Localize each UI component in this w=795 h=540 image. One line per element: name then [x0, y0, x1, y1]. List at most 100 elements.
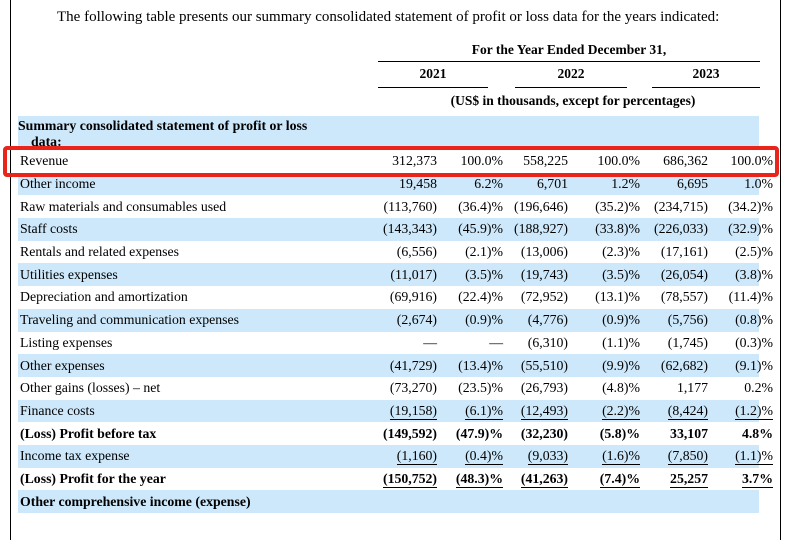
value-text: (41,263) [520, 470, 568, 488]
row-label: Depreciation and amortization [20, 289, 188, 305]
cell-value: (1.2)% [708, 402, 773, 420]
cell-value: 100.0% [708, 153, 773, 169]
row-label: Other expenses [20, 357, 105, 373]
cell-value: (1,160) [373, 448, 437, 466]
section-header-line2: data: [31, 133, 62, 149]
cell-value: (11,017) [373, 267, 437, 283]
value-text: 19,458 [399, 176, 437, 192]
value-text: (7,850) [667, 448, 708, 466]
cell-value: 1,177 [640, 380, 708, 396]
table-column-headers: For the Year Ended December 31, 2021 202… [373, 42, 773, 109]
row-label: Traveling and communication expenses [20, 312, 240, 328]
value-text: (32,230) [520, 425, 568, 441]
value-text: 100.0% [597, 153, 640, 169]
cell-value: (55,510) [503, 358, 568, 374]
value-text: (9.9)% [602, 357, 640, 373]
cell-value: (143,343) [373, 221, 437, 237]
value-text: 100.0% [460, 153, 503, 169]
cell-value: (1.6)% [568, 448, 640, 466]
value-text: (6.1)% [465, 402, 503, 420]
value-text: (5.8)% [599, 425, 640, 441]
cell-value: (2,674) [373, 312, 437, 328]
table-row: Rentals and related expenses (6,556) (2.1… [18, 241, 774, 264]
cell-value: (36.4)% [437, 199, 503, 215]
table-body: Revenue 312,373 100.0% 558,225 100.0% 686,36… [3, 146, 779, 513]
table-row: Traveling and communication expenses (2,… [18, 308, 774, 332]
value-text: (12,493) [520, 402, 568, 420]
value-text: 1.2% [611, 176, 640, 192]
cell-value: (11.4)% [708, 289, 773, 305]
row-label: Other comprehensive income (expense) [20, 493, 251, 509]
cell-value: (32.9)% [708, 221, 773, 237]
cell-value: (6,310) [503, 335, 568, 351]
value-text: (113,760) [383, 198, 437, 214]
value-text: (72,952) [520, 289, 568, 305]
cell-value: (41,263) [503, 470, 568, 488]
cell-value: (7.4)% [568, 470, 640, 488]
cell-value: 19,458 [373, 176, 437, 192]
cell-value: 3.7% [708, 470, 773, 488]
value-text: (3.8)% [735, 266, 773, 282]
cell-value: (41,729) [373, 358, 437, 374]
cell-value: — [437, 335, 503, 351]
cell-value: (196,646) [503, 199, 568, 215]
value-text: (196,646) [513, 198, 568, 214]
cell-value: (0.3)% [708, 335, 773, 351]
value-text: (35.2)% [595, 198, 640, 214]
value-text: (13.1)% [595, 289, 640, 305]
cell-value: 33,107 [640, 426, 708, 442]
value-text: (6,556) [396, 244, 437, 260]
value-text: — [423, 334, 437, 350]
table-row: Finance costs (19,158) (6.1)% (12,493) (2.2… [18, 399, 774, 423]
value-text: (4,776) [527, 312, 568, 328]
row-label: Rentals and related expenses [20, 244, 179, 260]
cell-value: 100.0% [568, 153, 640, 169]
table-row: Other income 19,458 6.2% 6,701 1.2% 6,695 1.0… [18, 172, 774, 196]
value-text: (36.4)% [458, 198, 503, 214]
cell-value: 6,701 [503, 176, 568, 192]
table-row: Utilities expenses (11,017) (3.5)% (19,743… [18, 263, 774, 287]
value-text: (2.5)% [735, 244, 773, 260]
value-text: (234,715) [653, 198, 708, 214]
cell-value: (9.1)% [708, 358, 773, 374]
cell-value: 1.2% [568, 176, 640, 192]
cell-value: (3.5)% [568, 267, 640, 283]
cell-value: (62,682) [640, 358, 708, 374]
value-text: (69,916) [389, 289, 437, 305]
value-text: (11,017) [390, 266, 437, 282]
section-header-line1: Summary consolidated statement of profit… [18, 118, 308, 133]
value-text: (0.9)% [465, 312, 503, 328]
cell-value: (7,850) [640, 448, 708, 466]
cell-value: (19,743) [503, 267, 568, 283]
row-label: Other income [20, 176, 96, 192]
table-row: Depreciation and amortization (69,916) (2… [18, 286, 774, 309]
cell-value: (2.3)% [568, 244, 640, 260]
table-row: (Loss) Profit for the year (150,752) (48.… [18, 468, 774, 491]
value-text: (41,729) [389, 357, 437, 373]
value-text: (19,743) [520, 266, 568, 282]
value-text: (2.3)% [602, 244, 640, 260]
cell-value: (113,760) [373, 199, 437, 215]
cell-value: (149,592) [373, 426, 437, 442]
value-text: (34.2)% [728, 198, 773, 214]
value-text: 25,257 [670, 470, 708, 488]
row-label: Other gains (losses) – net [20, 380, 161, 396]
cell-value: (2.2)% [568, 402, 640, 420]
cell-value: (1,745) [640, 335, 708, 351]
value-text: (48.3)% [455, 470, 503, 488]
value-text: 1,177 [676, 380, 708, 396]
cell-value: (26,054) [640, 267, 708, 283]
cell-value: (9,033) [503, 448, 568, 466]
value-text: 0.2% [744, 380, 773, 396]
value-text: (6,310) [527, 334, 568, 350]
table-row: Other gains (losses) – net (73,270) (23.5… [18, 377, 774, 400]
value-text: (26,054) [660, 266, 708, 282]
value-text: (1.2)% [735, 402, 773, 420]
value-text: 1.0% [744, 176, 773, 192]
cell-value: (3.5)% [437, 267, 503, 283]
value-text: 33,107 [670, 425, 708, 441]
cell-value: (4,776) [503, 312, 568, 328]
table-row: (Loss) Profit before tax (149,592) (47.9)… [18, 422, 774, 445]
cell-value: (32,230) [503, 426, 568, 442]
cell-value: (0.9)% [568, 312, 640, 328]
